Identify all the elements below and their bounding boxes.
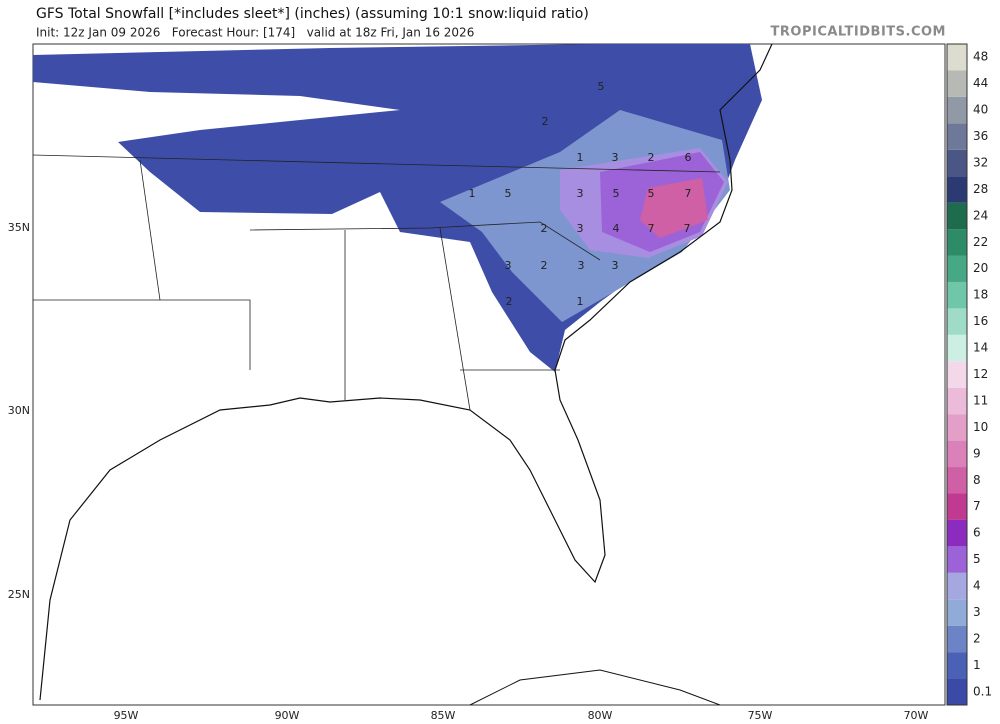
colorbar-swatch <box>947 123 967 150</box>
snow-label: 3 <box>505 259 512 272</box>
colorbar-label: 40 <box>973 103 988 117</box>
snow-label: 6 <box>685 151 692 164</box>
lon-label: 75W <box>748 709 773 722</box>
colorbar-swatch <box>947 334 967 362</box>
colorbar-label: 2 <box>973 631 981 645</box>
colorbar-label: 0.1 <box>973 684 992 698</box>
colorbar-frame <box>946 43 968 706</box>
snow-label: 7 <box>685 187 692 200</box>
colorbar-label: 5 <box>973 552 981 566</box>
snow-label: 3 <box>577 187 584 200</box>
snow-label: 5 <box>505 187 512 200</box>
colorbar-swatch <box>947 625 967 653</box>
colorbar-label: 4 <box>973 579 981 593</box>
snow-label: 1 <box>469 187 476 200</box>
site-name: TROPICALTIDBITS.COM <box>771 25 946 40</box>
colorbar-label: 44 <box>973 76 988 90</box>
colorbar-label: 28 <box>973 182 988 196</box>
colorbar-swatch <box>947 519 967 547</box>
snow-label: 2 <box>541 259 548 272</box>
colorbar-label: 18 <box>973 288 988 302</box>
colorbar-swatch <box>947 440 967 468</box>
colorbar-label: 8 <box>973 473 981 487</box>
colorbar-swatch <box>947 229 967 256</box>
cuba <box>469 669 721 705</box>
colorbar-swatch <box>947 202 967 230</box>
colorbar-swatch <box>947 387 967 415</box>
lat-label: 35N <box>8 221 30 234</box>
coastline <box>39 44 773 701</box>
colorbar-label: 7 <box>973 499 981 513</box>
colorbar-label: 32 <box>973 155 988 169</box>
colorbar-label: 6 <box>973 526 981 540</box>
colorbar-label: 48 <box>973 50 988 64</box>
lon-label: 70W <box>904 709 929 722</box>
colorbar-swatch <box>947 308 967 335</box>
colorbar-swatch <box>947 70 967 97</box>
colorbar-swatch <box>947 281 967 309</box>
colorbar-swatch <box>947 678 967 705</box>
colorbar-label: 12 <box>973 367 988 381</box>
colorbar-label: 36 <box>973 129 988 143</box>
snow-magenta <box>640 178 708 238</box>
snow-label: 4 <box>613 222 620 235</box>
lon-label: 95W <box>114 709 139 722</box>
colorbar-swatch <box>947 361 967 388</box>
colorbar-label: 3 <box>973 605 981 619</box>
colorbar-label: 11 <box>973 393 988 407</box>
colorbar-swatch <box>947 652 967 679</box>
snow-label: 5 <box>598 80 605 93</box>
lat-label: 25N <box>8 588 30 601</box>
colorbar-label: 20 <box>973 261 988 275</box>
snow-label: 3 <box>612 151 619 164</box>
colorbar-label: 9 <box>973 446 981 460</box>
snow-label: 5 <box>648 187 655 200</box>
snow-label: 3 <box>612 259 619 272</box>
lat-label: 30N <box>8 404 30 417</box>
colorbar-swatch <box>947 572 967 600</box>
colorbar-label: 22 <box>973 235 988 249</box>
colorbar-swatch <box>947 599 967 626</box>
colorbar-swatch <box>947 493 967 520</box>
colorbar-swatch <box>947 44 967 71</box>
colorbar-swatch <box>947 546 967 573</box>
colorbar-label: 1 <box>973 658 981 672</box>
title: GFS Total Snowfall [*includes sleet*] (i… <box>36 6 589 22</box>
colorbar-swatch <box>947 96 967 124</box>
lon-label: 80W <box>588 709 613 722</box>
colorbar-label: 24 <box>973 208 988 222</box>
state-lines <box>33 154 721 411</box>
colorbar-label: 14 <box>973 341 988 355</box>
snow-label: 2 <box>541 222 548 235</box>
colorbar-swatch <box>947 149 967 177</box>
snow-label: 1 <box>577 295 584 308</box>
colorbar-swatch <box>947 414 967 441</box>
colorbar-swatch <box>947 176 967 203</box>
snow-label: 1 <box>577 151 584 164</box>
snow-label: 2 <box>506 295 513 308</box>
snow-label: 5 <box>613 187 620 200</box>
snow-label: 2 <box>648 151 655 164</box>
colorbar-label: 10 <box>973 420 988 434</box>
snow-label: 7 <box>648 222 655 235</box>
snow-label: 2 <box>542 115 549 128</box>
lon-label: 90W <box>275 709 300 722</box>
colorbar-label: 16 <box>973 314 988 328</box>
snow-label: 3 <box>578 259 585 272</box>
lon-label: 85W <box>431 709 456 722</box>
subtitle: Init: 12z Jan 09 2026 Forecast Hour: [17… <box>36 26 474 40</box>
snow-label: 7 <box>684 222 691 235</box>
colorbar-swatch <box>947 467 967 494</box>
snow-label: 3 <box>577 222 584 235</box>
map <box>32 43 946 706</box>
colorbar-swatch <box>947 255 967 282</box>
